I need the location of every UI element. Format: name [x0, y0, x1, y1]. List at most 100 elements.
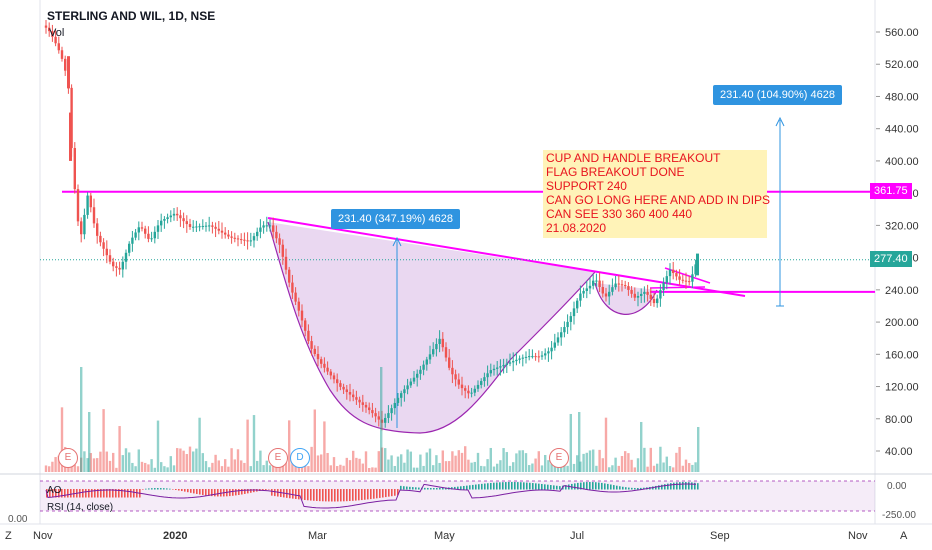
ao-bar [601, 482, 603, 490]
candle-body [153, 231, 156, 239]
volume-bar [185, 454, 188, 472]
volume-bar [140, 461, 144, 472]
ao-bar [406, 486, 408, 490]
candle-body [332, 375, 336, 380]
y-tick-label: 480.00 [885, 91, 919, 103]
ao-bar [232, 489, 234, 496]
ao-bar [271, 489, 273, 496]
volume-bar [76, 466, 80, 472]
measurement-label-2[interactable]: 231.40 (104.90%) 4628 [713, 85, 842, 105]
volume-bar [220, 466, 224, 472]
earnings-badge-3[interactable]: E [549, 448, 569, 468]
candle-body [102, 242, 105, 249]
ao-bar [181, 489, 183, 492]
annotation-note[interactable]: CUP AND HANDLE BREAKOUT FLAG BREAKOUT DO… [543, 150, 770, 238]
volume-bar [492, 466, 496, 472]
y-tick-label: 80.00 [885, 414, 913, 426]
candle-body [662, 282, 665, 291]
candle-body [342, 386, 345, 390]
candle-body [393, 402, 396, 409]
candle-body [230, 236, 233, 238]
candle-body [396, 397, 400, 403]
volume-bar [614, 457, 617, 472]
ao-bar [121, 489, 123, 498]
flag-bottom-line [649, 286, 706, 289]
candle-body [643, 291, 646, 294]
resistance-price-label: 361.75 [870, 183, 912, 199]
candle-body [425, 359, 428, 365]
candle-body [585, 288, 588, 291]
candle-body [428, 354, 432, 360]
candle-body [377, 416, 380, 420]
earnings-badge-2[interactable]: E [268, 448, 288, 468]
candle-body [364, 404, 368, 408]
ao-bar [523, 482, 525, 490]
candle-body [611, 287, 614, 292]
candle-body [598, 280, 601, 288]
candle-body [144, 228, 147, 234]
ao-bar [526, 482, 528, 490]
y-tick-label: 400.00 [885, 156, 919, 168]
dividend-badge[interactable]: D [290, 448, 310, 468]
ao-indicator-label[interactable]: AO [47, 485, 62, 496]
note-line-2: FLAG BREAKOUT DONE [546, 165, 685, 179]
ao-bar [265, 489, 267, 490]
ao-bar [304, 489, 306, 501]
volume-bar [54, 457, 57, 472]
candle-body [454, 374, 457, 380]
candle-body [361, 402, 364, 405]
volume-bar [313, 409, 316, 472]
ao-bar [316, 489, 318, 501]
volume-bar [217, 460, 220, 472]
candle-body [115, 266, 118, 268]
candle-body [297, 301, 300, 311]
ao-bar [148, 488, 150, 490]
candle-body [281, 244, 284, 257]
candle-body [348, 392, 352, 395]
candle-body [505, 363, 508, 365]
rsi-indicator-label[interactable]: RSI (14, close) [47, 502, 114, 513]
symbol-title: STERLING AND WIL, 1D, NSE [47, 9, 216, 23]
earnings-badge-1[interactable]: E [58, 448, 78, 468]
ao-bar [319, 489, 321, 502]
volume-bar [444, 461, 448, 472]
candle-body [300, 310, 304, 321]
candle-body [374, 413, 377, 417]
volume-bar [192, 451, 195, 472]
volume-bar [128, 452, 131, 472]
candle-body [518, 358, 521, 360]
candle-body [630, 289, 633, 294]
candle-body [694, 264, 697, 275]
ao-bar [499, 482, 501, 490]
candle-body [659, 290, 662, 299]
ao-bar [82, 489, 84, 498]
ao-bar [628, 487, 630, 490]
ao-bar [376, 489, 378, 499]
volume-bar [624, 451, 627, 472]
x-tick-2020: 2020 [163, 530, 188, 542]
ao-bar [85, 489, 87, 498]
ao-bar [433, 487, 435, 490]
corner-label-right[interactable]: A [900, 530, 908, 542]
volume-bar [595, 465, 598, 472]
ao-bar [607, 483, 609, 490]
ao-bar [52, 489, 54, 498]
volume-bar [51, 461, 54, 472]
ao-bar [385, 489, 387, 498]
candle-body [569, 316, 572, 322]
ao-bar [133, 489, 135, 498]
ao-bar [325, 489, 327, 502]
ao-bar [208, 489, 210, 496]
measurement-label-1[interactable]: 231.40 (347.19%) 4628 [331, 209, 460, 229]
candle-body [435, 343, 438, 350]
volume-bar [348, 460, 352, 472]
ao-bar [667, 483, 669, 490]
corner-label-left[interactable]: Z [5, 530, 12, 542]
candle-body [524, 356, 528, 358]
ao-bar [565, 485, 567, 490]
candle-body [608, 291, 611, 297]
ao-bar [235, 489, 237, 496]
candle-body [268, 225, 272, 227]
volume-bar [416, 467, 419, 472]
